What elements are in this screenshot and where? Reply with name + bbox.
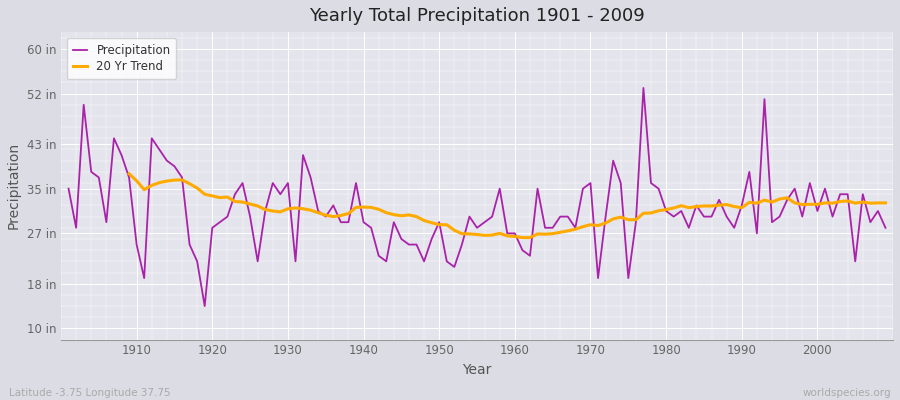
20 Yr Trend — [661, 207, 671, 212]
Precipitation — [509, 231, 520, 236]
Title: Yearly Total Precipitation 1901 - 2009: Yearly Total Precipitation 1901 - 2009 — [309, 7, 645, 25]
Precipitation — [199, 304, 210, 308]
Precipitation — [880, 225, 891, 230]
Precipitation — [298, 153, 309, 158]
20 Yr Trend — [517, 235, 527, 240]
Precipitation — [343, 220, 354, 224]
20 Yr Trend — [472, 232, 482, 237]
Line: 20 Yr Trend: 20 Yr Trend — [129, 174, 886, 238]
Y-axis label: Precipitation: Precipitation — [7, 142, 21, 230]
Precipitation — [123, 175, 134, 180]
Precipitation — [517, 248, 527, 252]
Precipitation — [608, 158, 618, 163]
20 Yr Trend — [880, 200, 891, 205]
Legend: Precipitation, 20 Yr Trend: Precipitation, 20 Yr Trend — [67, 38, 176, 79]
20 Yr Trend — [176, 178, 187, 182]
X-axis label: Year: Year — [463, 363, 491, 377]
Line: Precipitation: Precipitation — [68, 88, 886, 306]
20 Yr Trend — [123, 171, 134, 176]
20 Yr Trend — [698, 204, 709, 208]
Precipitation — [638, 86, 649, 90]
Text: Latitude -3.75 Longitude 37.75: Latitude -3.75 Longitude 37.75 — [9, 388, 171, 398]
20 Yr Trend — [585, 222, 596, 227]
20 Yr Trend — [313, 210, 324, 215]
Text: worldspecies.org: worldspecies.org — [803, 388, 891, 398]
Precipitation — [63, 186, 74, 191]
